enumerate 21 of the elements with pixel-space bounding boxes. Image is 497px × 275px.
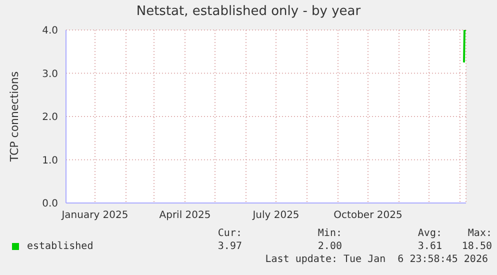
text: 2.00 xyxy=(316,241,342,252)
text: 3.61 xyxy=(416,241,442,252)
text: Avg: xyxy=(416,228,442,239)
x-tick-label: October 2025 xyxy=(334,210,402,222)
y-tick-label: 2.0 xyxy=(42,112,58,124)
y-tick-label: 4.0 xyxy=(42,26,58,37)
y-tick-label: 0.0 xyxy=(42,198,58,210)
chart-title: Netstat, established only - by year xyxy=(135,4,362,19)
text: Min: xyxy=(316,228,342,239)
text: 18.50 xyxy=(460,241,492,252)
text: 3.97 xyxy=(216,241,242,252)
y-axis-title: TCP connections xyxy=(8,71,21,163)
x-tick-label: January 2025 xyxy=(60,210,128,222)
x-tick-label: July 2025 xyxy=(252,210,300,222)
text: Last update: Tue Jan 6 23:58:45 2026 xyxy=(264,254,489,265)
y-tick-label: 3.0 xyxy=(42,68,58,80)
y-tick-label: 1.0 xyxy=(42,155,58,166)
legend-label: established xyxy=(26,241,94,252)
text: Max: xyxy=(466,228,492,239)
x-tick-label: April 2025 xyxy=(159,210,211,222)
text: Cur: xyxy=(216,228,242,239)
